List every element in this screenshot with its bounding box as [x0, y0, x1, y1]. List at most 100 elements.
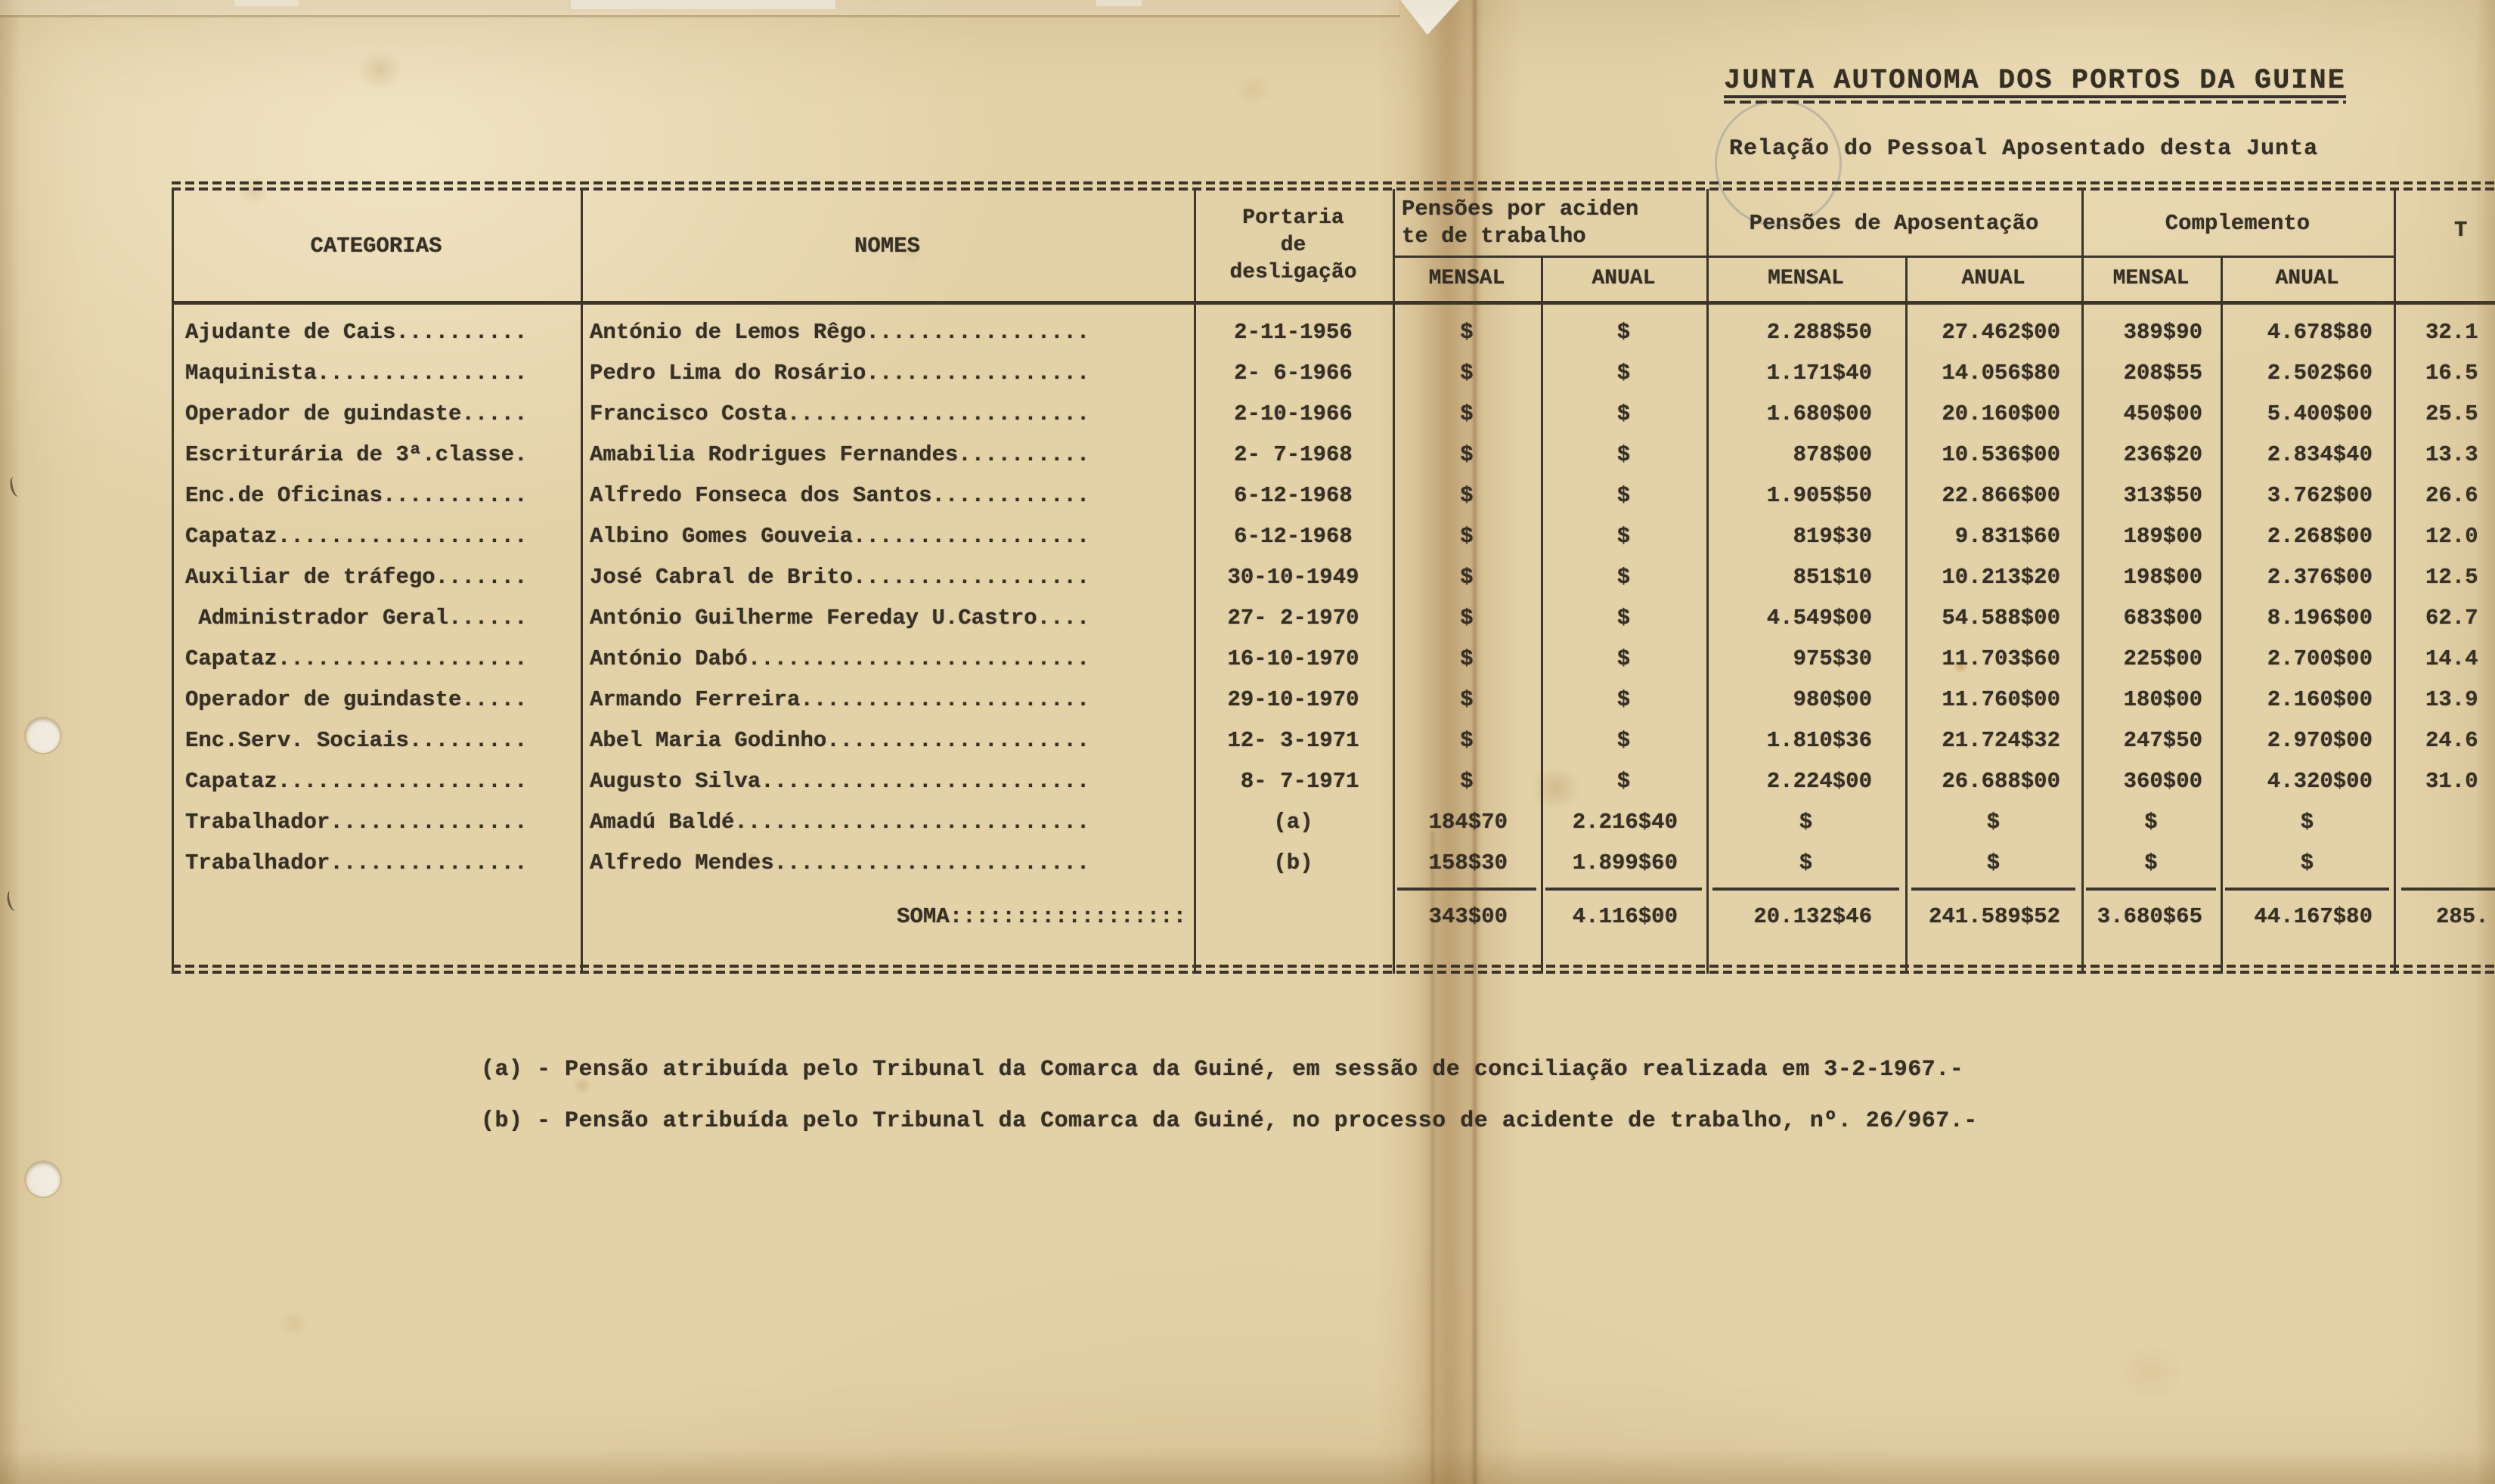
complemento-mensal-cell: 208$55: [2123, 360, 2202, 386]
paper-top-edge-line: [0, 15, 1400, 17]
complemento-mensal-cell: 236$20: [2123, 441, 2202, 467]
complemento-anual-cell: $: [2300, 850, 2314, 875]
categoria-cell: Capataz...................: [185, 523, 528, 549]
stain: [2102, 1331, 2200, 1414]
acidente-anual-cell: $: [1616, 523, 1631, 549]
categoria-cell: Enc.de Oficinas...........: [185, 482, 528, 508]
categoria-cell: Administrador Geral......: [185, 605, 528, 630]
portaria-cell: 6-12-1968: [1234, 523, 1353, 549]
aposentacao-anual-cell: $: [1986, 850, 2001, 875]
complemento-mensal-cell: 198$00: [2123, 564, 2202, 590]
stain: [348, 42, 412, 98]
acidente-mensal-cell: $: [1460, 727, 1474, 753]
table-border: [1393, 189, 1395, 974]
soma-aposentacao-mensal: 20.132$46: [1753, 903, 1872, 929]
personnel-table: CATEGORIAS NOMES Portaria de desligação …: [172, 181, 2495, 974]
soma-complemento-mensal: 3.680$65: [2097, 903, 2202, 929]
total-cell: 12.5: [2425, 564, 2478, 590]
aposentacao-anual-cell: 10.213$20: [1942, 564, 2060, 590]
table-border: [2081, 189, 2084, 974]
subtotal-rule: [2225, 888, 2389, 891]
pen-mark: [8, 475, 24, 498]
acidente-mensal-cell: $: [1460, 523, 1474, 549]
table-row: Capataz................... António Dabó.…: [172, 638, 2495, 679]
footnote-b: (b) - Pensão atribuída pelo Tribunal da …: [481, 1108, 1978, 1134]
aposentacao-anual-cell: 9.831$60: [1954, 523, 2060, 549]
complemento-anual-cell: 8.196$00: [2267, 605, 2373, 630]
acidente-mensal-cell: 158$30: [1428, 850, 1508, 875]
table-row: Ajudante de Cais.......... António de Le…: [172, 311, 2495, 352]
soma-acidente-anual: 4.116$00: [1572, 903, 1678, 929]
aposentacao-mensal-cell: 819$30: [1793, 523, 1872, 549]
page-title: JUNTA AUTONOMA DOS PORTOS DA GUINE: [1724, 65, 2346, 104]
complemento-mensal-cell: 360$00: [2123, 768, 2202, 794]
portaria-cell: 2- 6-1966: [1234, 360, 1353, 386]
table-border: [2394, 189, 2396, 974]
soma-portaria: [1194, 895, 1393, 937]
soma-acidente-mensal: 343$00: [1428, 903, 1508, 929]
aposentacao-anual-cell: 11.760$00: [1942, 686, 2060, 712]
total-cell: [2394, 842, 2495, 883]
total-cell: 62.7: [2425, 605, 2478, 630]
acidente-mensal-cell: $: [1460, 319, 1474, 345]
total-cell: 16.5: [2425, 360, 2478, 386]
punch-hole: [26, 718, 60, 753]
portaria-cell: 12- 3-1971: [1227, 727, 1359, 753]
nome-cell: José Cabral de Brito..................: [590, 564, 1090, 590]
table-row: Capataz................... Augusto Silva…: [172, 761, 2495, 801]
header-group-aposentacao: Pensões de Aposentação: [1749, 210, 2039, 236]
soma-label: SOMA::::::::::::::::::: [897, 903, 1186, 929]
subheader-mensal-complemento: MENSAL: [2112, 266, 2190, 290]
table-row: Administrador Geral...... António Guilhe…: [172, 597, 2495, 638]
total-cell: 26.6: [2425, 482, 2478, 508]
table-border: [1194, 189, 1196, 974]
portaria-cell: 30-10-1949: [1227, 564, 1359, 590]
acidente-anual-cell: $: [1616, 360, 1631, 386]
total-cell: 31.0: [2425, 768, 2478, 794]
aposentacao-mensal-cell: 4.549$00: [1766, 605, 1872, 630]
total-cell: 32.1: [2425, 319, 2478, 345]
complemento-mensal-cell: 450$00: [2123, 401, 2202, 426]
subheader-anual-complemento: ANUAL: [2275, 266, 2339, 290]
portaria-cell: 16-10-1970: [1227, 646, 1359, 671]
portaria-cell: (a): [1273, 809, 1313, 835]
nome-cell: Albino Gomes Gouveia..................: [590, 523, 1090, 549]
aposentacao-anual-cell: 14.056$80: [1942, 360, 2060, 386]
complemento-anual-cell: 2.970$00: [2267, 727, 2373, 753]
table-row: Enc.Serv. Sociais......... Abel Maria Go…: [172, 720, 2495, 761]
categoria-cell: Escriturária de 3ª.classe.: [185, 441, 528, 467]
aposentacao-anual-cell: 20.160$00: [1942, 401, 2060, 426]
aposentacao-anual-cell: 22.866$00: [1942, 482, 2060, 508]
aposentacao-mensal-cell: 1.905$50: [1766, 482, 1872, 508]
complemento-anual-cell: 5.400$00: [2267, 401, 2373, 426]
nome-cell: Alfredo Fonseca dos Santos............: [590, 482, 1090, 508]
complemento-mensal-cell: 189$00: [2123, 523, 2202, 549]
categoria-cell: Ajudante de Cais..........: [185, 319, 528, 345]
categoria-cell: Auxiliar de tráfego.......: [185, 564, 528, 590]
acidente-anual-cell: $: [1616, 441, 1631, 467]
table-row: Trabalhador............... Amadú Baldé..…: [172, 801, 2495, 842]
table-border: [1541, 256, 1543, 974]
total-cell: 12.0: [2425, 523, 2478, 549]
subtotal-rule: [1712, 888, 1899, 891]
scanner-gap: [571, 0, 835, 9]
table-border: [1905, 256, 1908, 974]
header-group-total: T: [2454, 217, 2468, 243]
soma-complemento-anual: 44.167$80: [2254, 903, 2373, 929]
soma-total: 285.: [2436, 903, 2489, 929]
nome-cell: Abel Maria Godinho....................: [590, 727, 1090, 753]
acidente-anual-cell: $: [1616, 482, 1631, 508]
total-cell: 24.6: [2425, 727, 2478, 753]
complemento-mensal-cell: 225$00: [2123, 646, 2202, 671]
subheader-mensal-aposentacao: MENSAL: [1768, 266, 1844, 290]
aposentacao-anual-cell: 10.536$00: [1942, 441, 2060, 467]
table-row: Escriturária de 3ª.classe. Amabilia Rodr…: [172, 434, 2495, 475]
complemento-mensal-cell: 180$00: [2123, 686, 2202, 712]
acidente-mensal-cell: $: [1460, 686, 1474, 712]
aposentacao-mensal-cell: $: [1799, 809, 1813, 835]
acidente-mensal-cell: $: [1460, 441, 1474, 467]
acidente-mensal-cell: $: [1460, 564, 1474, 590]
soma-aposentacao-anual: 241.589$52: [1928, 903, 2060, 929]
acidente-anual-cell: $: [1616, 768, 1631, 794]
complemento-mensal-cell: 313$50: [2123, 482, 2202, 508]
